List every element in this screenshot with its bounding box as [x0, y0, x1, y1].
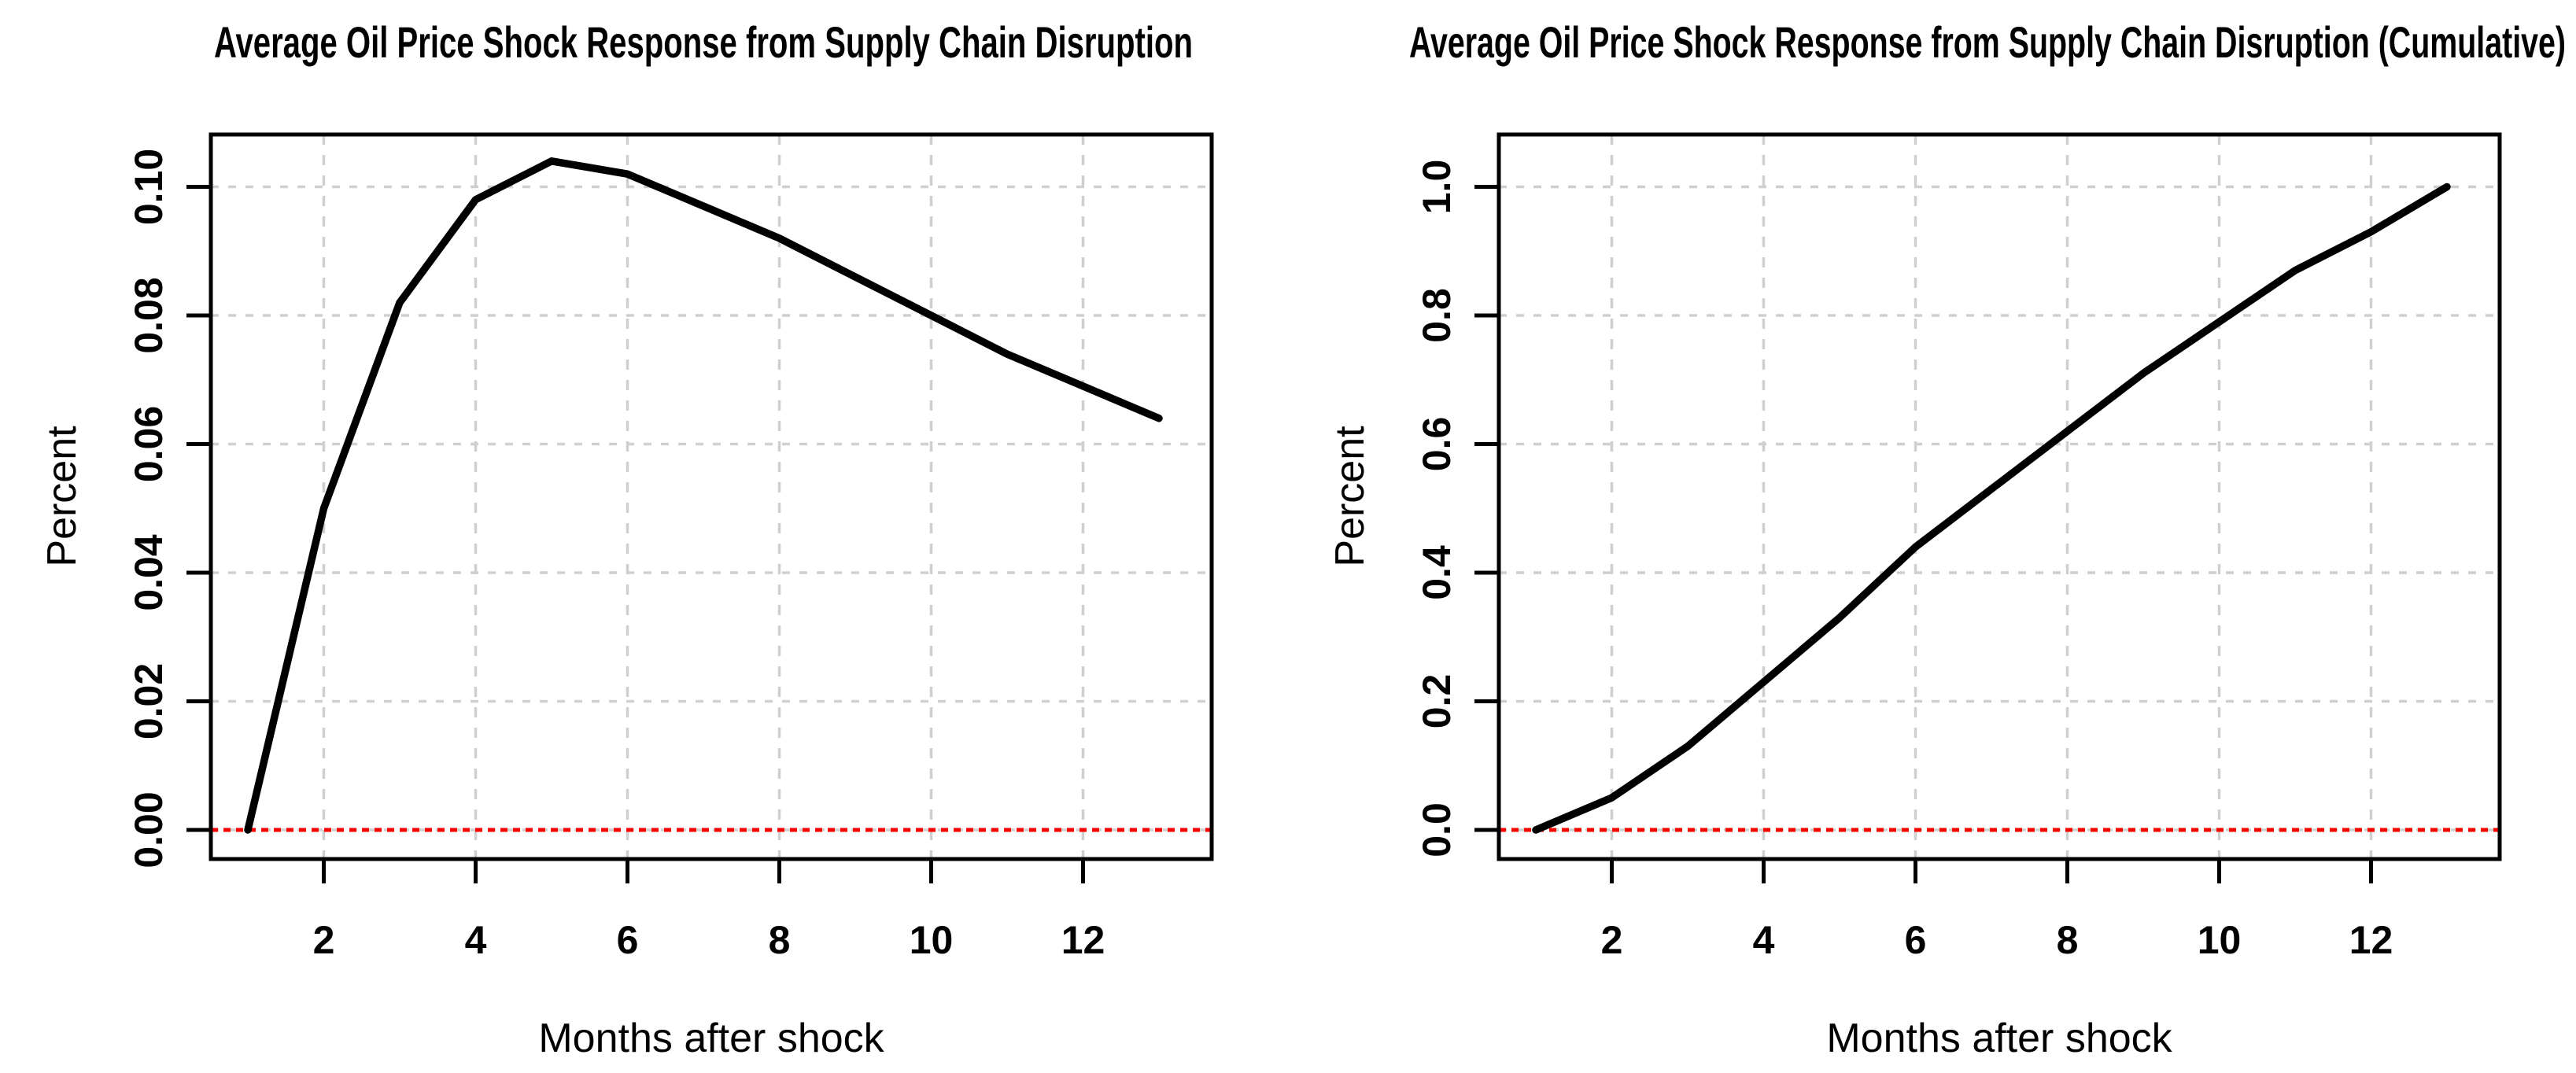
- x-tick-label: 12: [2349, 918, 2393, 962]
- x-tick-label: 8: [2057, 918, 2079, 962]
- y-tick-label: 0.02: [127, 663, 171, 739]
- y-tick-label: 0.04: [127, 534, 171, 611]
- y-tick-label: 0.0: [1415, 802, 1459, 857]
- y-tick-label: 1.0: [1415, 160, 1459, 215]
- cumulative-series-line: [1532, 183, 2451, 834]
- y-tick-label: 0.08: [127, 277, 171, 353]
- y-tick-label: 0.8: [1415, 288, 1459, 343]
- x-tick-label: 4: [1753, 918, 1775, 962]
- plot-border: [1497, 132, 2502, 861]
- chart-title: Average Oil Price Shock Response from Su…: [214, 17, 1193, 67]
- x-axis-label: Months after shock: [1826, 1016, 2172, 1061]
- x-tick-label: 4: [465, 918, 487, 962]
- grid-layer: [1499, 135, 2500, 859]
- y-tick-label: 0.6: [1415, 417, 1459, 472]
- series-layer: [1532, 183, 2451, 834]
- x-tick-label: 2: [313, 918, 335, 962]
- x-tick-label: 10: [2198, 918, 2242, 962]
- chart-cumulative-panel: 2 4 6 8 10 12 0.0 0.2 0.4 0.6 0.8 1.0 Average Oil P…: [1327, 17, 2566, 1061]
- response-series-line: [244, 157, 1163, 834]
- x-tick-label: 12: [1061, 918, 1105, 962]
- x-tick-label: 10: [910, 918, 954, 962]
- x-tick-label: 8: [769, 918, 791, 962]
- y-tick-label: 0.4: [1415, 545, 1459, 600]
- x-tick-label: 2: [1601, 918, 1623, 962]
- chart-response-panel: 2 4 6 8 10 12 0.00 0.02 0.04 0.06 0.08 0.10 Average…: [39, 17, 1214, 1061]
- x-tick-label: 6: [1905, 918, 1927, 962]
- y-tick-label: 0.10: [127, 149, 171, 225]
- y-tick-label: 0.06: [127, 406, 171, 482]
- axis-layer: 2 4 6 8 10 12 0.00 0.02 0.04 0.06 0.08 0.10: [127, 132, 1214, 962]
- x-axis-label: Months after shock: [538, 1016, 884, 1061]
- chart-title: Average Oil Price Shock Response from Su…: [1409, 17, 2566, 67]
- x-tick-label: 6: [617, 918, 639, 962]
- grid-layer: [211, 135, 1212, 859]
- series-layer: [244, 157, 1163, 834]
- y-tick-label: 0.00: [127, 791, 171, 868]
- plot-border: [209, 132, 1214, 861]
- axis-layer: 2 4 6 8 10 12 0.0 0.2 0.4 0.6 0.8 1.0: [1415, 132, 2502, 962]
- y-tick-label: 0.2: [1415, 674, 1459, 729]
- y-axis-label: Percent: [1327, 426, 1373, 567]
- y-axis-label: Percent: [39, 426, 85, 567]
